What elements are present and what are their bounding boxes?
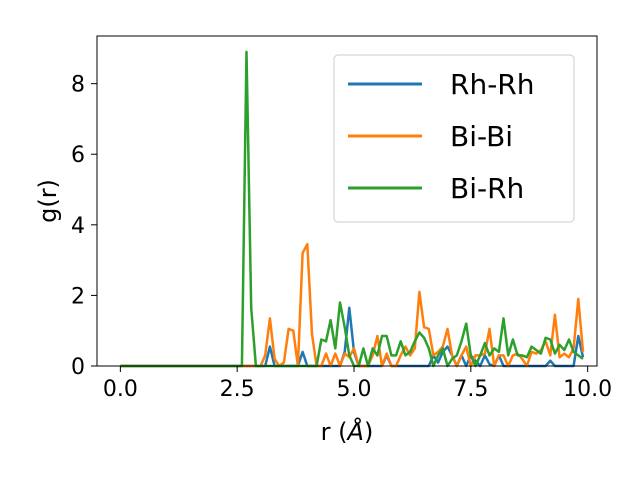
y-tick-label: 2 bbox=[71, 284, 85, 309]
legend: Rh-Rh Bi-Bi Bi-Rh bbox=[333, 54, 575, 223]
y-tick-label: 6 bbox=[71, 143, 85, 168]
series-line-rh-rh bbox=[120, 306, 585, 368]
series-line-bi-bi bbox=[120, 242, 585, 368]
x-tick-label: 7.5 bbox=[453, 377, 488, 402]
plot-frame bbox=[96, 35, 598, 367]
x-tick-label: 10.0 bbox=[563, 377, 612, 402]
y-axis: 0 2 4 6 8 bbox=[71, 73, 97, 380]
y-tick-label: 0 bbox=[71, 355, 85, 380]
legend-label-bi-rh: Bi-Rh bbox=[450, 172, 524, 205]
x-tick-label: 5.0 bbox=[337, 377, 372, 402]
x-axis: 0.0 2.5 5.0 7.5 10.0 bbox=[103, 366, 612, 402]
x-axis-label-text: r ( bbox=[321, 418, 348, 446]
x-tick-label: 2.5 bbox=[220, 377, 255, 402]
legend-box bbox=[333, 54, 575, 223]
legend-label-bi-bi: Bi-Bi bbox=[450, 120, 513, 153]
x-axis-label: r (Å) bbox=[321, 417, 374, 446]
x-axis-label-unit: Å bbox=[346, 417, 364, 446]
y-tick-label: 8 bbox=[71, 73, 85, 98]
x-axis-label-close: ) bbox=[364, 418, 373, 446]
y-tick-label: 4 bbox=[71, 214, 85, 239]
legend-label-rh-rh: Rh-Rh bbox=[450, 68, 535, 101]
x-tick-label: 0.0 bbox=[103, 377, 138, 402]
y-axis-label: g(r) bbox=[34, 179, 62, 223]
